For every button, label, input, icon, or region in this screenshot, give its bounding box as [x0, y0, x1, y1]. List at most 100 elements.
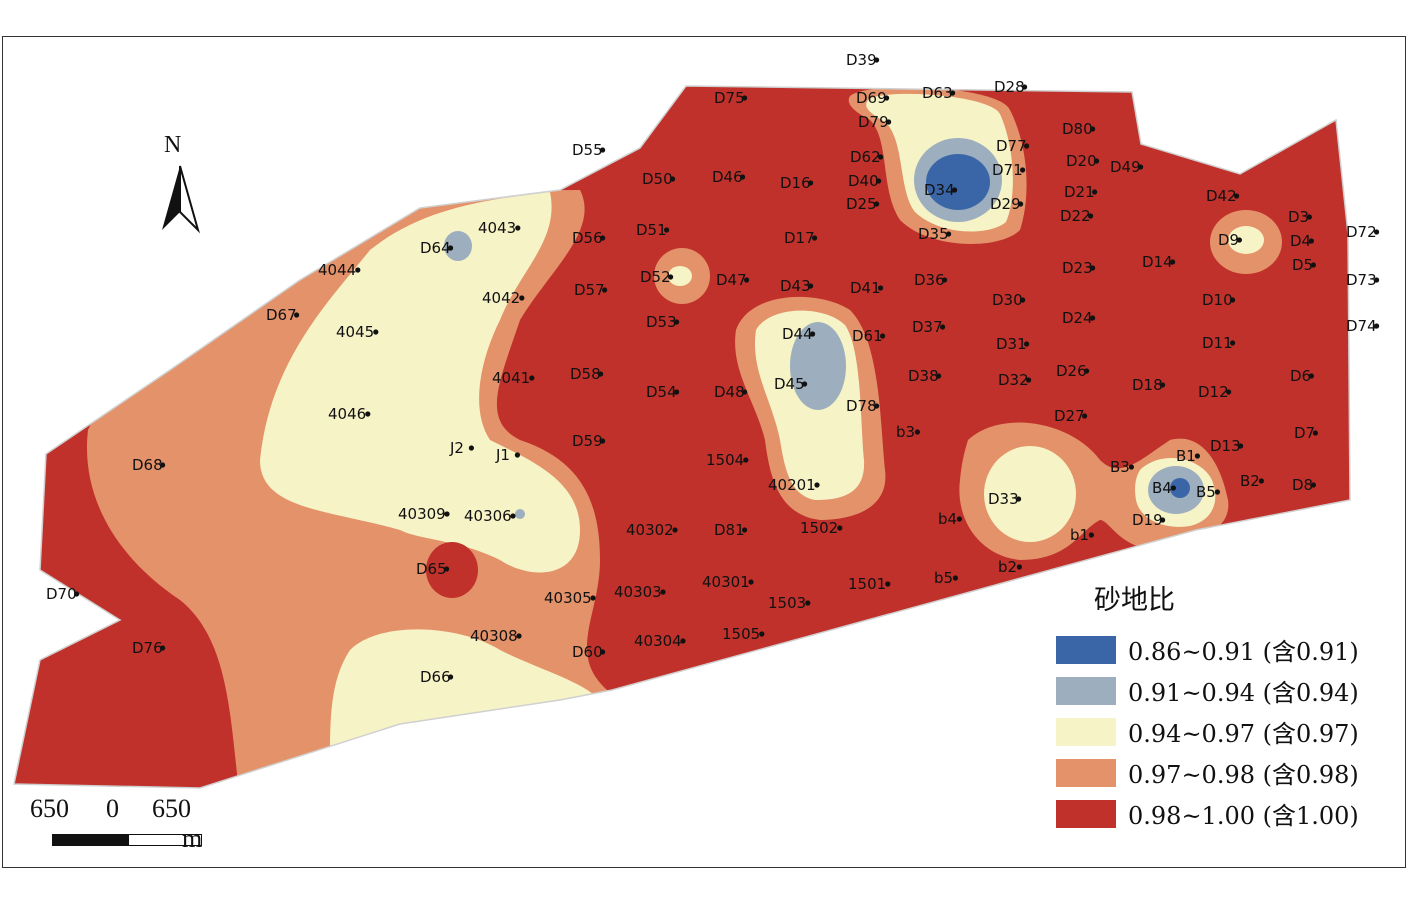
well-label: 1502	[800, 519, 838, 537]
well-dot	[810, 331, 816, 337]
well-label: D47	[716, 271, 747, 289]
well-dot	[1308, 373, 1314, 379]
well-dot	[936, 373, 942, 379]
zone-d44	[790, 322, 846, 410]
well-label: D70	[46, 585, 77, 603]
well-dot	[674, 389, 680, 395]
well-dot	[444, 566, 450, 572]
well-label: 40302	[626, 521, 674, 539]
well-dot	[742, 389, 748, 395]
well-dot	[1170, 485, 1176, 491]
well-label: 40303	[614, 583, 662, 601]
well-dot	[743, 457, 749, 463]
well-dot	[529, 375, 535, 381]
well-label: 4043	[478, 219, 516, 237]
well-dot	[942, 277, 948, 283]
well-label: D57	[574, 281, 605, 299]
well-label: D19	[1132, 511, 1163, 529]
well-dot	[1374, 229, 1380, 235]
field-boundary	[13, 85, 1351, 789]
legend-item: 0.98~1.00 (含1.00)	[1056, 793, 1396, 834]
legend-item: 0.97~0.98 (含0.98)	[1056, 752, 1396, 793]
well-label: D45	[774, 375, 805, 393]
well-dot	[1138, 164, 1144, 170]
well-label: B3	[1110, 458, 1130, 476]
well-label: D81	[714, 521, 745, 539]
well-label: D10	[1202, 291, 1233, 309]
well-label: D20	[1066, 152, 1097, 170]
well-label: D41	[850, 279, 881, 297]
well-label: 4044	[318, 261, 356, 279]
well-dot	[680, 638, 686, 644]
well-dot	[1090, 315, 1096, 321]
well-dot	[1234, 193, 1240, 199]
well-label: B2	[1240, 472, 1260, 490]
well-label: 4041	[492, 369, 530, 387]
well-dot	[590, 595, 596, 601]
well-dot	[880, 333, 886, 339]
well-dot	[1084, 368, 1090, 374]
zone-d64	[444, 231, 472, 261]
well-dot	[1090, 126, 1096, 132]
well-label: D68	[132, 456, 163, 474]
well-dot	[600, 649, 606, 655]
well-dot	[874, 403, 880, 409]
well-dot	[74, 591, 80, 597]
well-dot	[668, 274, 674, 280]
legend-title: 砂地比	[1094, 585, 1175, 616]
well-label: D6	[1290, 367, 1311, 385]
well-dot	[956, 516, 963, 522]
well-dot	[448, 674, 454, 680]
legend-label: 0.94~0.97 (含0.97)	[1128, 720, 1359, 748]
legend-swatch	[1056, 676, 1116, 705]
well-dot	[874, 57, 880, 63]
well-dot	[878, 285, 884, 291]
well-dot	[600, 147, 606, 153]
well-dot	[950, 90, 956, 96]
well-label: D40	[848, 172, 879, 190]
well-label: 40308	[470, 627, 518, 645]
well-label: D75	[714, 89, 745, 107]
well-dot	[602, 287, 608, 293]
well-label: D72	[1346, 223, 1377, 241]
well-label: D60	[572, 643, 603, 661]
zone-0.94-0.97-west	[260, 192, 580, 573]
north-arrow-icon	[162, 165, 200, 234]
legend-label: 0.97~0.98 (含0.98)	[1128, 761, 1359, 789]
well-label: D63	[922, 84, 953, 102]
well-dot	[1230, 340, 1236, 346]
well-label: D12	[1198, 383, 1229, 401]
well-label: D29	[990, 195, 1021, 213]
well-dot	[1238, 443, 1244, 449]
well-label: D74	[1346, 317, 1377, 335]
well-dot	[519, 295, 525, 301]
well-dot	[1092, 189, 1098, 195]
well-dot	[1024, 143, 1030, 149]
well-label: D58	[570, 365, 601, 383]
well-dot	[878, 154, 884, 160]
well-label: D76	[132, 639, 163, 657]
well-dot	[1194, 453, 1200, 459]
well-dot	[952, 575, 959, 581]
well-label: b3	[896, 423, 915, 441]
well-dot	[672, 527, 678, 533]
well-label: D38	[908, 367, 939, 385]
well-label: D46	[712, 168, 743, 186]
legend-label: 0.86~0.91 (含0.91)	[1128, 638, 1359, 666]
well-label: D69	[856, 89, 887, 107]
well-dot	[514, 452, 521, 458]
zone-d52-inner	[668, 266, 692, 286]
well-dot	[740, 174, 746, 180]
well-label: B1	[1176, 447, 1196, 465]
well-dot	[600, 235, 606, 241]
well-label: D48	[714, 383, 745, 401]
well-label: D78	[846, 397, 877, 415]
well-label: D59	[572, 432, 603, 450]
legend: 砂地比 0.86~0.91 (含0.91) 0.91~0.94 (含0.94) …	[1056, 578, 1396, 834]
well-label: D17	[784, 229, 815, 247]
zone-40306	[515, 509, 525, 519]
well-dot	[600, 438, 606, 444]
well-label: D14	[1142, 253, 1173, 271]
well-dot	[837, 525, 843, 531]
well-dot	[1020, 297, 1026, 303]
